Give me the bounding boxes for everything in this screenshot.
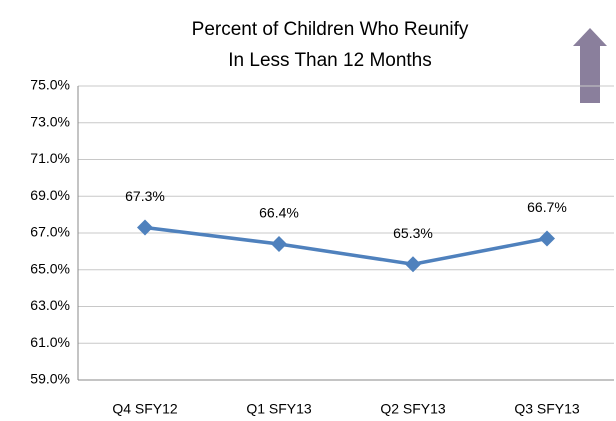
y-tick-label: 71.0% (30, 150, 70, 166)
y-tick-label: 65.0% (30, 260, 70, 276)
data-line (144, 225, 548, 267)
y-tick-label: 63.0% (30, 297, 70, 313)
x-tick-label: Q2 SFY13 (380, 401, 446, 417)
y-tick-label: 73.0% (30, 113, 70, 129)
data-label: 66.7% (527, 199, 567, 215)
chart-title: In Less Than 12 Months (228, 50, 432, 71)
data-point (271, 236, 287, 253)
data-point (539, 230, 555, 247)
data-label: 65.3% (393, 225, 433, 241)
x-tick-label: Q4 SFY12 (112, 401, 178, 417)
y-tick-label: 75.0% (30, 77, 70, 93)
y-tick-label: 61.0% (30, 334, 70, 350)
x-tick-label: Q1 SFY13 (246, 401, 312, 417)
y-tick-label: 69.0% (30, 187, 70, 203)
chart-title: Percent of Children Who Reunify (192, 19, 469, 40)
up-arrow-icon (573, 28, 607, 103)
data-label: 66.4% (259, 205, 299, 221)
y-tick-label: 67.0% (30, 224, 70, 240)
data-point (405, 256, 421, 273)
x-tick-label: Q3 SFY13 (514, 401, 580, 417)
data-label: 67.3% (125, 188, 165, 204)
y-tick-label: 59.0% (30, 371, 70, 387)
data-point (137, 219, 153, 236)
